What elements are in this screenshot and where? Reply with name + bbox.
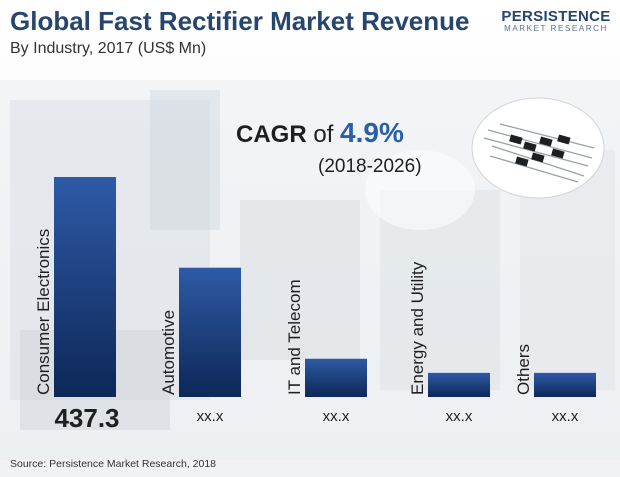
cagr-label: CAGR [236, 121, 307, 148]
diode-photo [471, 97, 605, 199]
value-label: 437.3 [54, 403, 119, 433]
category-label: Energy and Utility [408, 261, 427, 395]
bar-energy-and-utility [428, 372, 490, 397]
value-label: xx.x [552, 408, 579, 425]
logo-subtext: MARKET RESEARCH [504, 24, 608, 33]
category-label: Automotive [159, 310, 178, 395]
cagr-value: 4.9% [340, 117, 404, 148]
chart-subtitle: By Industry, 2017 (US$ Mn) [10, 40, 207, 57]
cagr-period: (2018-2026) [318, 156, 422, 177]
cagr-of: of [313, 121, 334, 148]
category-label: Others [514, 344, 533, 395]
logo-text: PERSISTENCE [501, 8, 611, 25]
brand-logo: PERSISTENCE MARKET RESEARCH [500, 8, 612, 33]
cagr-callout: CAGR of 4.9% [236, 117, 404, 149]
bar-consumer-electronics [54, 177, 116, 397]
bar-automotive [179, 267, 241, 397]
bar-it-and-telecom [305, 358, 367, 397]
source-note: Source: Persistence Market Research, 201… [10, 458, 217, 470]
value-label: xx.x [323, 408, 350, 425]
chart-title: Global Fast Rectifier Market Revenue [10, 6, 470, 36]
category-label: IT and Telecom [285, 279, 304, 395]
bar-others [534, 372, 596, 397]
value-label: xx.x [446, 408, 473, 425]
category-label: Consumer Electronics [34, 229, 53, 395]
value-label: xx.x [197, 408, 224, 425]
